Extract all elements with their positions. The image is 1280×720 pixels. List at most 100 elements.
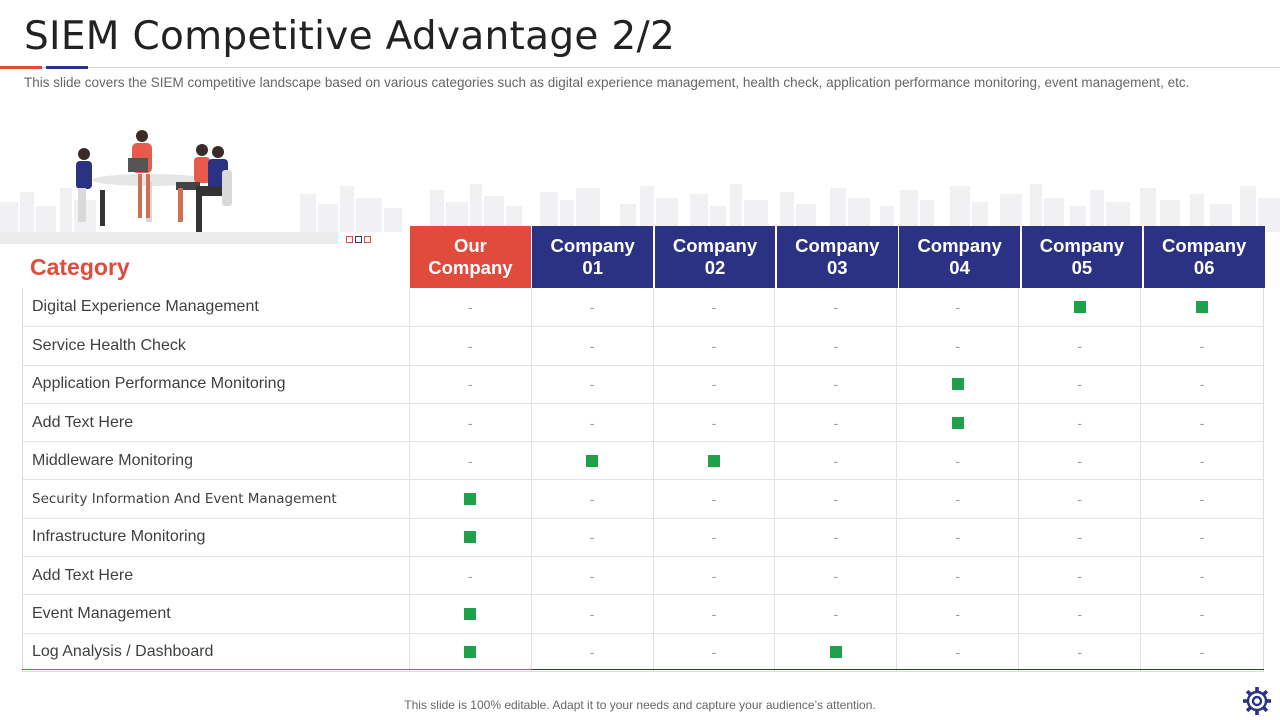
table-cell: - — [775, 288, 898, 327]
column-header-label: Our Company — [428, 235, 513, 278]
table-cell: - — [1019, 327, 1142, 365]
check-mark — [464, 493, 477, 506]
table-cell: - — [654, 480, 776, 518]
table-cell: - — [897, 288, 1020, 327]
table-cell: - — [410, 442, 532, 480]
table-cell: - — [410, 327, 532, 365]
table-cell: - — [532, 557, 654, 595]
column-header-0: Our Company — [410, 226, 531, 288]
table-cell: - — [897, 518, 1020, 557]
table-cell: - — [410, 288, 532, 327]
table-cell: - — [532, 365, 654, 403]
table-cell — [897, 365, 1020, 403]
table-cell — [897, 403, 1020, 442]
column-header-label: Company 01 — [550, 235, 635, 278]
table-cell: - — [775, 403, 898, 442]
accent-bar-blue — [46, 66, 88, 69]
table-row: Log Analysis / Dashboard - - - - - — [23, 632, 1263, 671]
table-cell: - — [775, 480, 898, 518]
column-header-6: Company 06 — [1143, 226, 1265, 288]
row-category: Application Performance Monitoring — [23, 365, 410, 403]
table-cell: - — [1019, 633, 1142, 671]
check-mark — [951, 378, 964, 391]
table-cell: - — [897, 633, 1020, 671]
table-cell: - — [532, 403, 654, 442]
table-cell — [775, 633, 898, 671]
column-header-5: Company 05 — [1021, 226, 1143, 288]
table-cell: - — [654, 595, 776, 633]
column-header-label: Company 02 — [672, 235, 758, 278]
table-cell: - — [1199, 567, 1205, 584]
table-cell: - — [654, 633, 776, 671]
table-row: Event Management - - - - - - — [23, 594, 1263, 633]
table-cell: - — [532, 518, 654, 557]
column-header-label: Company 05 — [1039, 235, 1125, 278]
accent-bar-red — [0, 66, 42, 69]
table-cell — [410, 480, 532, 518]
table-cell: - — [1199, 529, 1205, 546]
check-mark — [1073, 301, 1086, 314]
table-cell: - — [775, 365, 898, 403]
table-cell: - — [654, 365, 776, 403]
column-header-1: Company 01 — [532, 226, 654, 288]
check-mark — [829, 646, 842, 659]
row-category: Digital Experience Management — [23, 288, 410, 327]
table-cell: - — [532, 595, 654, 633]
page-subtitle: This slide covers the SIEM competitive l… — [24, 75, 1190, 90]
table-cell — [1019, 288, 1142, 327]
table-cell — [410, 633, 532, 671]
row-category: Add Text Here — [23, 557, 410, 595]
table-cell: - — [775, 595, 898, 633]
people-meeting-illustration — [0, 130, 338, 244]
check-mark — [707, 454, 720, 467]
row-category: Service Health Check — [23, 327, 410, 365]
table-cell: - — [1019, 557, 1142, 595]
column-header-label: Company 06 — [1162, 235, 1247, 278]
city-skyline-illustration — [0, 184, 1280, 232]
table-body: Digital Experience Management - - - - - Servic… — [22, 288, 1264, 672]
table-cell: - — [410, 557, 532, 595]
table-cell: - — [1019, 403, 1142, 442]
table-cell: - — [654, 327, 776, 365]
table-cell: - — [1019, 365, 1142, 403]
table-cell: - — [532, 480, 654, 518]
table-cell: - — [654, 518, 776, 557]
table-row: Security Information And Event Managemen… — [23, 479, 1263, 518]
table-cell: - — [775, 557, 898, 595]
table-cell — [532, 442, 654, 480]
table-cell: - — [410, 403, 532, 442]
table-cell: - — [897, 327, 1020, 365]
column-header-4: Company 04 — [899, 226, 1020, 288]
row-category: Middleware Monitoring — [23, 442, 410, 480]
table-cell: - — [1199, 337, 1205, 354]
table-cell — [410, 595, 532, 633]
table-row: Service Health Check - - - - - - - — [23, 326, 1263, 365]
table-row: Application Performance Monitoring - - - - - - — [23, 364, 1263, 403]
table-cell: - — [1019, 595, 1142, 633]
row-category: Add Text Here — [23, 403, 410, 442]
row-category: Log Analysis / Dashboard — [23, 633, 410, 671]
table-cell: - — [654, 557, 776, 595]
table-cell: - — [897, 480, 1020, 518]
table-cell: - — [1199, 644, 1205, 661]
table-row: Digital Experience Management - - - - - — [23, 288, 1263, 327]
table-cell: - — [532, 633, 654, 671]
table-cell: - — [532, 327, 654, 365]
gear-icon[interactable] — [1242, 686, 1272, 716]
table-cell: - — [654, 403, 776, 442]
title-divider — [0, 67, 1280, 68]
check-mark — [464, 646, 477, 659]
table-cell: - — [775, 327, 898, 365]
table-bottom-rule-red — [22, 669, 532, 670]
row-category: Event Management — [23, 595, 410, 633]
column-header-2: Company 02 — [654, 226, 776, 288]
table-cell: - — [1199, 452, 1205, 469]
table-cell: - — [654, 288, 776, 327]
check-mark — [464, 531, 477, 544]
column-header-3: Company 03 — [776, 226, 898, 288]
table-row: Middleware Monitoring - - - - - — [23, 441, 1263, 480]
table-cell — [410, 518, 532, 557]
table-cell: - — [532, 288, 654, 327]
table-cell: - — [1199, 414, 1205, 431]
table-row: Add Text Here - - - - - - - — [23, 556, 1263, 595]
